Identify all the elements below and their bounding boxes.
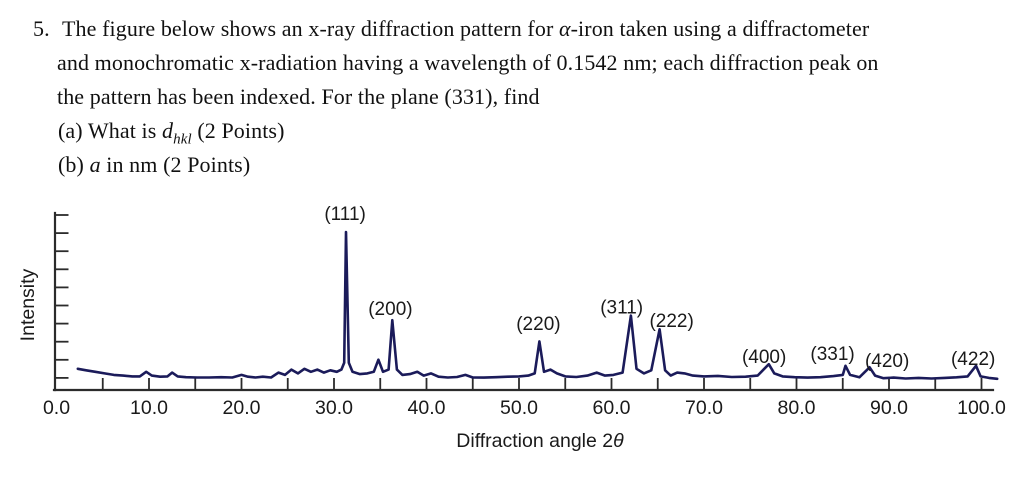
question-item-b: (b) a in nm (2 Points) (58, 152, 251, 177)
question-text: 5. The figure below shows an x-ray diffra… (33, 12, 998, 182)
peak-label: (200) (368, 299, 412, 320)
x-axis-label: Diffraction angle 2θ (456, 430, 624, 452)
peak-label: (331) (810, 344, 854, 365)
peak-label: (311) (600, 297, 643, 318)
alpha-symbol: α (558, 16, 571, 41)
xrd-chart: 0.0 10.0 20.0 30.0 40.0 50.0 60.0 70.0 80.0 90.0 1… (0, 195, 1024, 493)
question-line-2: and monochromatic x-radiation having a w… (57, 50, 879, 75)
x-tick-label: 0.0 (43, 397, 70, 419)
peak-label: (400) (742, 347, 786, 368)
hkl-subscript: hkl (173, 131, 192, 148)
peak-label: (222) (649, 311, 693, 332)
x-tick-label: 60.0 (593, 397, 631, 419)
a-symbol: a (89, 152, 101, 177)
question-number: 5. (33, 16, 50, 41)
x-tick-label: 100.0 (957, 397, 1006, 419)
x-tick-label: 20.0 (223, 397, 261, 419)
question-line-1: 5. The figure below shows an x-ray diffra… (33, 12, 998, 46)
diffraction-curve (76, 230, 999, 381)
d-symbol: d (162, 118, 174, 143)
x-tick-label: 10.0 (130, 397, 168, 419)
x-tick-label: 80.0 (778, 397, 816, 419)
x-tick-label: 90.0 (870, 397, 908, 419)
peak-label: (220) (516, 314, 560, 335)
x-tick-label: 40.0 (408, 397, 446, 419)
peak-label: (422) (951, 349, 995, 370)
x-tick-label: 50.0 (500, 397, 538, 419)
x-tick-label: 70.0 (685, 397, 723, 419)
peak-label: (111) (324, 204, 366, 225)
peak-label: (420) (865, 351, 909, 372)
question-line-1-text: The figure below shows an x-ray diffract… (62, 16, 870, 41)
y-axis-label: Intensity (17, 268, 39, 341)
question-line-3: the pattern has been indexed. For the pl… (57, 84, 540, 109)
question-item-a: (a) What is dhkl (2 Points) (58, 118, 285, 148)
x-tick-label: 30.0 (315, 397, 353, 419)
